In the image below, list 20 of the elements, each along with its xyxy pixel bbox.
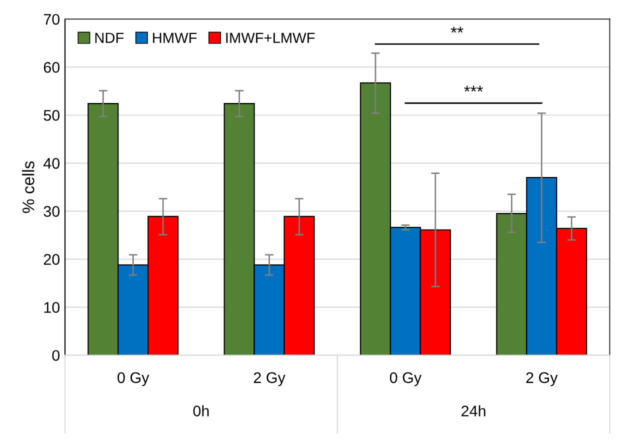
x-tick-label: 2 Gy [526,372,558,386]
y-axis-title: % cells [22,161,34,213]
text: 0h [193,405,209,416]
y-tick-label: 50 [44,110,60,121]
x-tick-label: 0 Gy [118,372,150,386]
x-tick-label: 0 Gy [390,372,422,386]
legend-label: IMWF+LMWF [226,32,315,43]
annotation: ** [450,26,464,33]
text: 24h [462,405,486,416]
legend-label: HMWF [153,32,197,43]
y-tick-label: 10 [44,302,60,313]
y-tick-label: 30 [44,206,60,217]
y-tick-label: 60 [44,62,60,73]
x-tick-label: 2 Gy [254,372,286,386]
annotation: *** [464,86,484,92]
y-tick-label: 20 [44,254,60,265]
y-tick-label: 40 [43,158,60,169]
y-tick-label: 0 [52,350,60,361]
y-tick-label: 70 [44,14,60,25]
legend-label: NDF [95,32,124,43]
